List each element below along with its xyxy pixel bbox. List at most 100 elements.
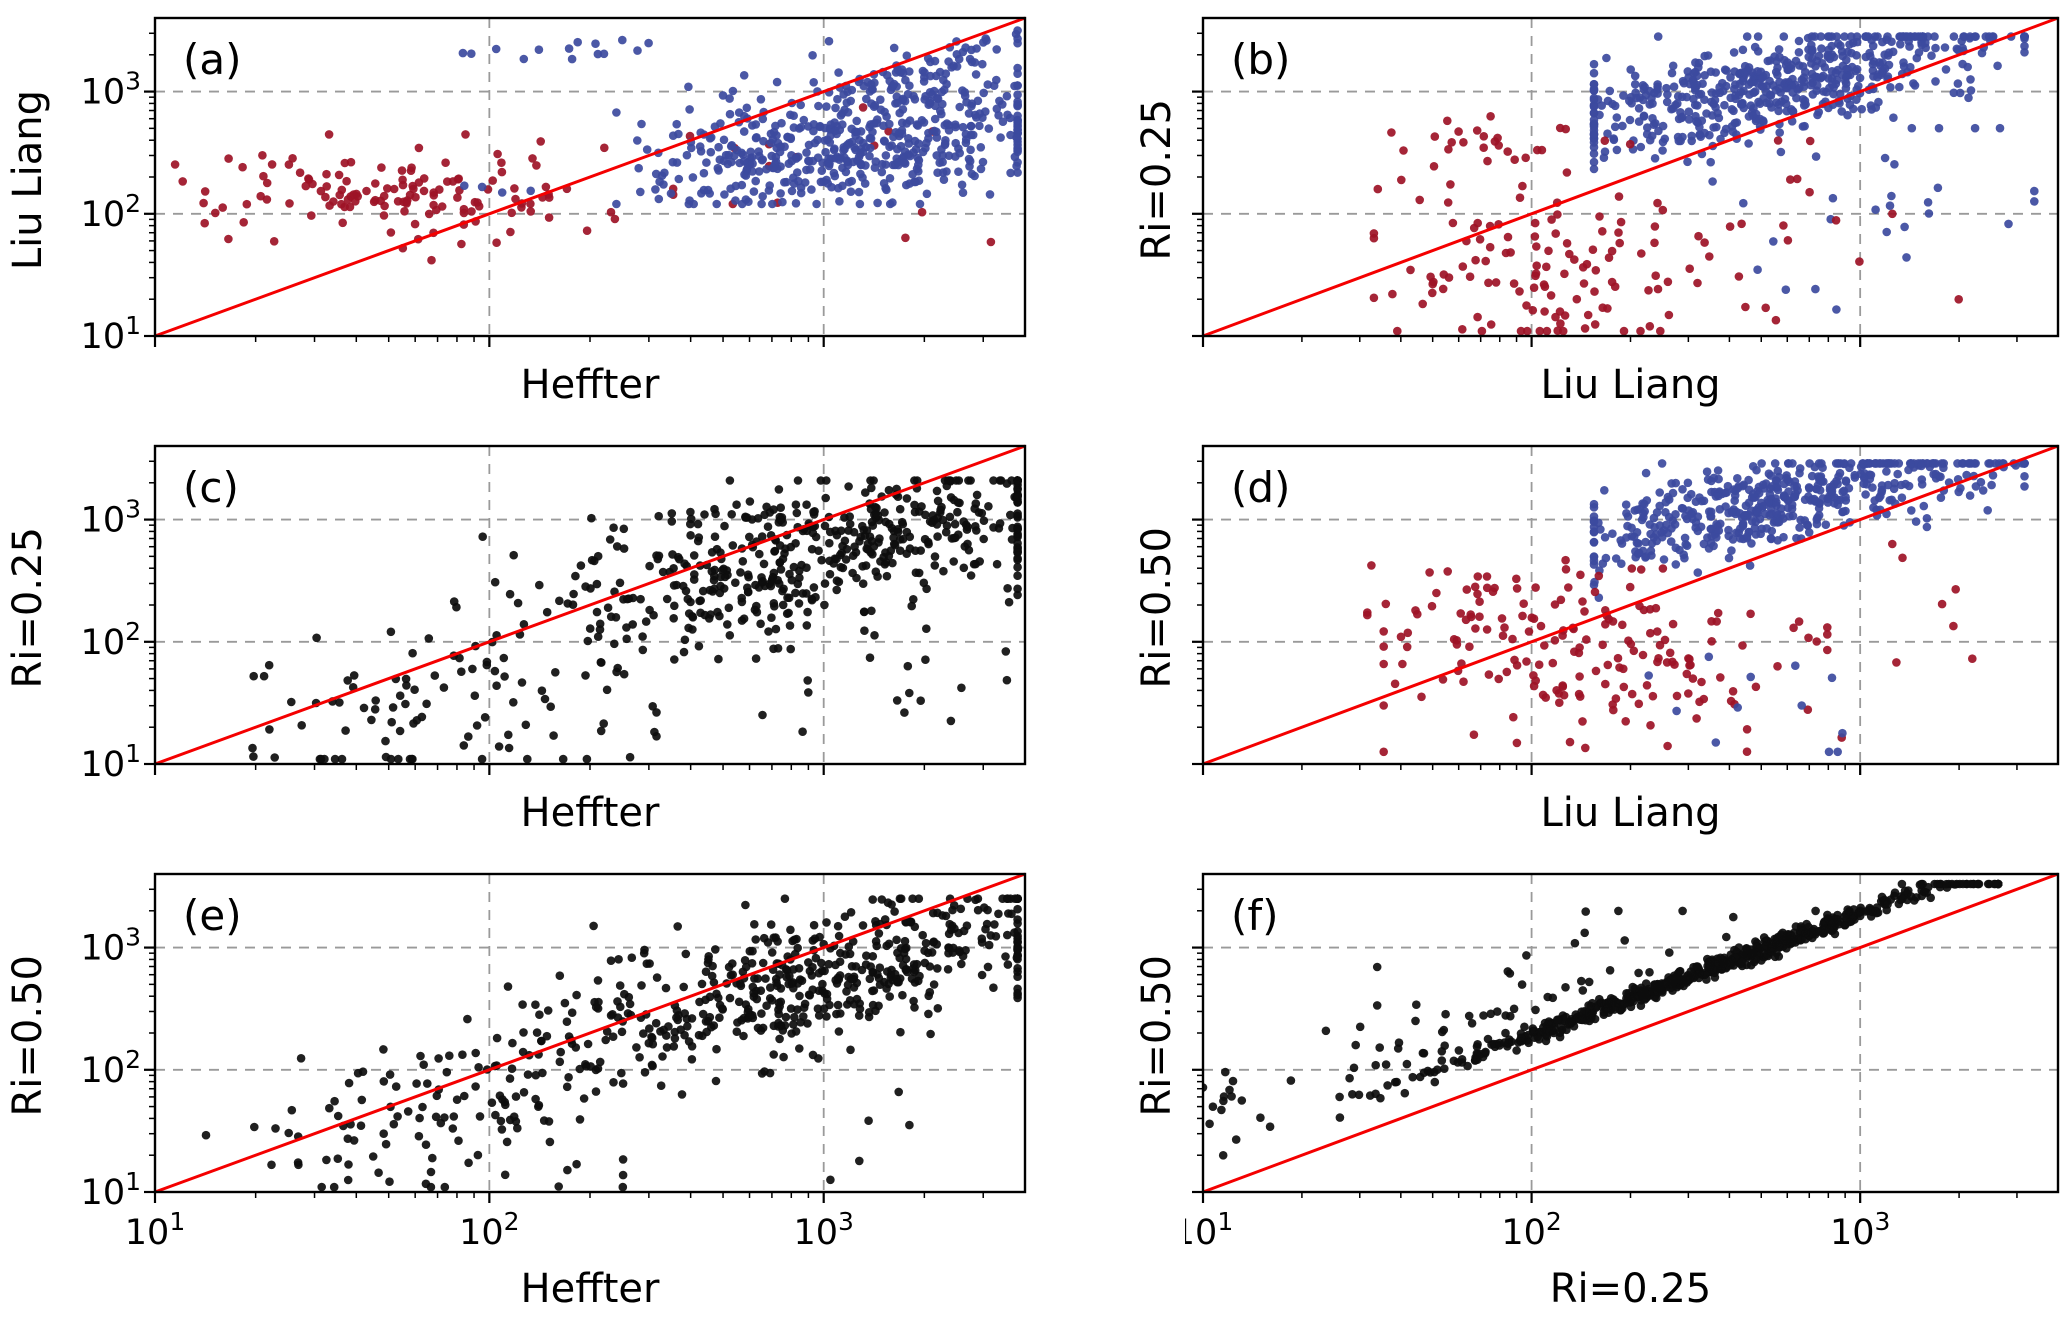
- data-point: [1733, 483, 1743, 493]
- data-point: [753, 974, 762, 983]
- data-point: [1695, 493, 1704, 502]
- data-point: [1779, 32, 1789, 41]
- data-point: [1565, 1019, 1574, 1028]
- data-point: [670, 601, 679, 611]
- data-point: [1820, 63, 1830, 72]
- data-point: [1805, 484, 1814, 493]
- data-point: [836, 562, 846, 572]
- data-point: [922, 138, 931, 148]
- data-point: [858, 521, 867, 531]
- data-point: [1831, 79, 1841, 89]
- data-point: [333, 1111, 343, 1121]
- data-point: [1703, 475, 1713, 484]
- data-point: [1589, 556, 1599, 566]
- data-point: [686, 531, 695, 540]
- data-point: [1645, 520, 1655, 529]
- data-point: [1785, 512, 1794, 521]
- data-point: [610, 639, 619, 649]
- data-point: [979, 534, 988, 544]
- data-point: [930, 552, 940, 561]
- data-point: [814, 1011, 824, 1020]
- data-point: [1491, 278, 1501, 287]
- data-point: [939, 75, 948, 85]
- data-point: [593, 551, 603, 561]
- data-point: [645, 561, 654, 571]
- data-point: [1886, 83, 1895, 92]
- data-point: [890, 907, 899, 916]
- data-point: [555, 1057, 565, 1067]
- data-point: [582, 754, 592, 764]
- data-point: [1430, 1077, 1440, 1087]
- data-point: [1611, 694, 1621, 703]
- data-point: [1641, 552, 1651, 561]
- data-point: [835, 155, 844, 164]
- data-point: [756, 986, 766, 995]
- data-point: [1684, 115, 1694, 124]
- data-point: [1859, 473, 1869, 483]
- data-point: [1663, 741, 1672, 751]
- data-point: [856, 532, 865, 542]
- data-point: [500, 1170, 510, 1180]
- data-point: [834, 1027, 844, 1036]
- data-point: [386, 754, 396, 764]
- data-point: [905, 67, 914, 76]
- data-point: [1537, 145, 1547, 155]
- data-point: [786, 134, 796, 144]
- data-point: [791, 588, 800, 598]
- data-point: [880, 107, 889, 117]
- data-point: [884, 979, 893, 989]
- data-point: [715, 1013, 724, 1022]
- data-point: [992, 559, 1002, 569]
- data-point: [1897, 493, 1907, 502]
- data-point: [954, 530, 963, 539]
- data-point: [867, 84, 877, 94]
- data-point: [745, 497, 755, 506]
- data-point: [972, 526, 981, 535]
- data-point: [795, 1044, 804, 1053]
- data-point: [835, 957, 845, 966]
- data-point: [807, 544, 817, 554]
- data-point: [923, 54, 933, 63]
- data-point: [695, 596, 704, 606]
- data-point: [371, 696, 381, 705]
- data-point: [452, 1095, 462, 1104]
- data-point: [859, 138, 868, 148]
- data-point: [776, 189, 785, 198]
- data-point: [754, 167, 764, 176]
- data-point: [1439, 1025, 1449, 1035]
- data-point: [1498, 631, 1508, 640]
- data-point: [535, 580, 544, 590]
- data-point: [581, 582, 590, 591]
- data-point: [1774, 45, 1784, 54]
- data-point: [751, 176, 760, 186]
- data-point: [845, 519, 855, 529]
- data-point: [667, 517, 677, 526]
- identity-line: [1202, 444, 2059, 766]
- data-point: [1580, 324, 1590, 333]
- data-point: [667, 509, 677, 518]
- data-point: [780, 894, 790, 903]
- data-point: [974, 508, 984, 517]
- data-point: [739, 1031, 748, 1041]
- data-point: [1219, 1096, 1228, 1106]
- data-point: [659, 1025, 668, 1035]
- data-point: [895, 535, 905, 544]
- data-point: [1792, 533, 1801, 543]
- data-point: [939, 175, 949, 184]
- data-point: [1965, 459, 1974, 468]
- data-point: [509, 698, 518, 707]
- data-point: [1910, 81, 1920, 90]
- data-point: [317, 1182, 327, 1192]
- data-point: [1786, 175, 1795, 184]
- data-point: [1013, 525, 1022, 534]
- data-point: [595, 625, 605, 634]
- data-point: [1616, 217, 1626, 227]
- data-point: [1709, 541, 1718, 551]
- data-point: [957, 959, 966, 969]
- data-point: [757, 1069, 767, 1078]
- data-point: [526, 199, 535, 209]
- data-point: [1653, 657, 1662, 667]
- data-point: [1637, 515, 1647, 525]
- data-point: [932, 151, 941, 160]
- data-point: [1576, 570, 1585, 580]
